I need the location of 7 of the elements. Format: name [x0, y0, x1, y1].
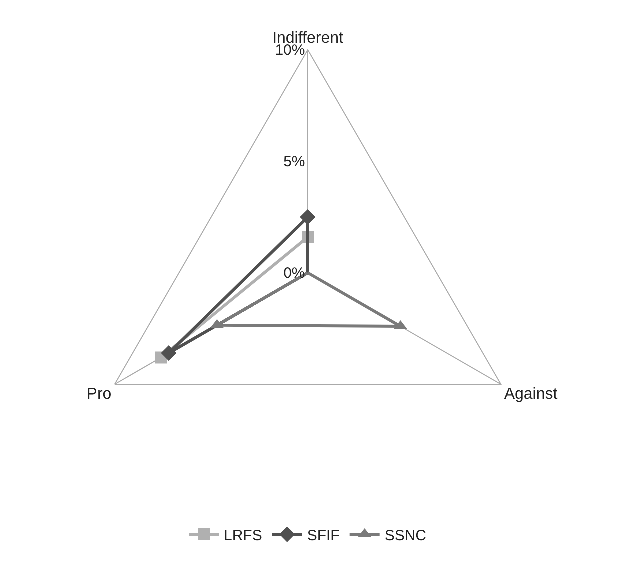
spoke-label: Against	[504, 386, 558, 404]
y-tick-label: 0%	[284, 264, 306, 282]
legend-label: LRFS	[224, 527, 262, 544]
legend-label: SSNC	[384, 527, 427, 544]
legend-label: SFIF	[307, 527, 340, 544]
spoke-label: Pro	[86, 386, 112, 404]
y-tick-label: 5%	[284, 153, 306, 170]
